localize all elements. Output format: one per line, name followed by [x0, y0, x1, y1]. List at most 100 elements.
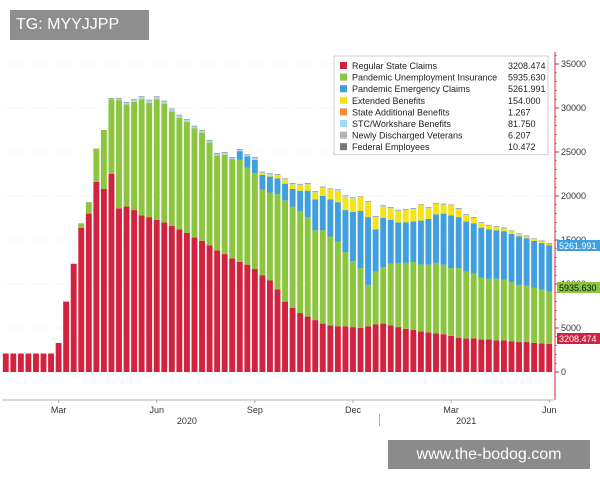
bar-segment — [282, 178, 288, 181]
bar-segment — [485, 225, 492, 226]
bar-segment — [199, 240, 205, 372]
bar-segment — [433, 262, 439, 334]
bar-segment — [206, 245, 213, 372]
bar-stack — [85, 202, 92, 372]
watermark-top: TG: MYYJJPP — [10, 10, 149, 40]
bar-stack — [146, 99, 153, 372]
bar-segment — [365, 217, 372, 285]
legend-value: 81.750 — [508, 119, 536, 129]
bar-segment — [236, 159, 243, 262]
legend-label: Federal Employees — [352, 142, 430, 152]
bar-segment — [342, 196, 349, 211]
bar-segment — [138, 99, 145, 216]
bar-segment — [327, 325, 334, 372]
legend-swatch — [340, 96, 347, 104]
bar-segment — [259, 173, 266, 175]
bar-segment — [387, 325, 394, 372]
legend-swatch — [340, 120, 347, 127]
bar-segment — [146, 100, 153, 103]
bar-segment — [357, 196, 364, 198]
bar-stack — [251, 157, 258, 372]
bar-segment — [478, 339, 485, 372]
bar-stack — [523, 235, 530, 372]
bar-segment — [410, 208, 417, 210]
bar-segment — [395, 222, 402, 263]
bar-stack — [282, 178, 288, 372]
bar-stack — [334, 189, 341, 372]
bar-segment — [395, 327, 402, 372]
bar-segment — [199, 132, 205, 241]
bar-stack — [508, 230, 515, 372]
bar-segment — [274, 174, 281, 176]
bar-segment — [327, 199, 334, 237]
bar-segment — [395, 210, 402, 211]
bar-segment — [183, 122, 190, 233]
bar-stack — [100, 130, 107, 372]
bar-segment — [538, 343, 545, 372]
bar-segment — [282, 200, 288, 302]
bar-stack — [161, 100, 168, 372]
bar-segment — [327, 188, 334, 190]
bar-stack — [425, 207, 432, 372]
bar-segment — [334, 241, 341, 327]
bar-stack — [440, 203, 447, 372]
bar-segment — [334, 326, 341, 372]
bar-segment — [168, 108, 175, 112]
bar-segment — [516, 236, 522, 285]
bar-segment — [304, 190, 311, 218]
bar-segment — [410, 209, 417, 222]
bar-segment — [274, 178, 281, 195]
last-value-box — [557, 240, 600, 251]
bar-stack — [93, 148, 100, 372]
bar-segment — [251, 173, 258, 270]
bar-segment — [183, 119, 190, 123]
bar-segment — [387, 263, 394, 326]
bar-stack — [236, 149, 243, 372]
bar-segment — [493, 226, 500, 228]
bar-stack — [350, 197, 356, 372]
bar-segment — [153, 96, 160, 100]
legend-label: Pandemic Unemployment Insurance — [352, 73, 497, 83]
legend-entry: Extended Benefits 154.000 — [340, 96, 541, 106]
bar-stack — [342, 195, 349, 372]
bar-segment — [493, 227, 500, 231]
bar-stack — [312, 191, 319, 372]
bar-segment — [448, 204, 455, 206]
bar-segment — [372, 216, 379, 218]
bar-segment — [357, 210, 364, 269]
bar-segment — [229, 159, 236, 259]
bar-stack — [176, 114, 183, 372]
bar-segment — [387, 207, 394, 209]
bar-segment — [410, 329, 417, 372]
bar-stack — [214, 153, 221, 372]
x-year-label: 2020 — [177, 416, 197, 426]
bar-segment — [546, 291, 553, 344]
bar-segment — [425, 332, 432, 372]
bar-segment — [229, 157, 236, 160]
last-value-label: 5261.991 — [559, 241, 597, 251]
bar-segment — [485, 339, 492, 372]
bar-segment — [433, 203, 439, 204]
bar-segment — [229, 258, 236, 372]
bar-segment — [433, 333, 439, 372]
legend-entry: STC/Workshare Benefits 81.750 — [340, 119, 536, 129]
bar-segment — [146, 217, 153, 372]
bar-segment — [455, 337, 462, 372]
bar-segment — [259, 189, 266, 276]
bar-segment — [365, 201, 372, 203]
bar-segment — [319, 186, 326, 189]
bar-segment — [433, 203, 439, 215]
x-month-label: Jun — [542, 405, 557, 415]
bar-segment — [440, 204, 447, 205]
bar-segment — [365, 202, 372, 218]
bar-segment — [267, 173, 273, 175]
last-value-labels: 5261.991 5935.630 3208.474 — [557, 240, 600, 344]
bar-segment — [425, 264, 432, 333]
bar-segment — [425, 207, 432, 209]
bar-stack — [55, 342, 62, 372]
bar-segment — [478, 227, 485, 278]
bar-segment — [425, 218, 432, 265]
legend-entry: Pandemic Emergency Claims 5261.991 — [340, 84, 546, 94]
